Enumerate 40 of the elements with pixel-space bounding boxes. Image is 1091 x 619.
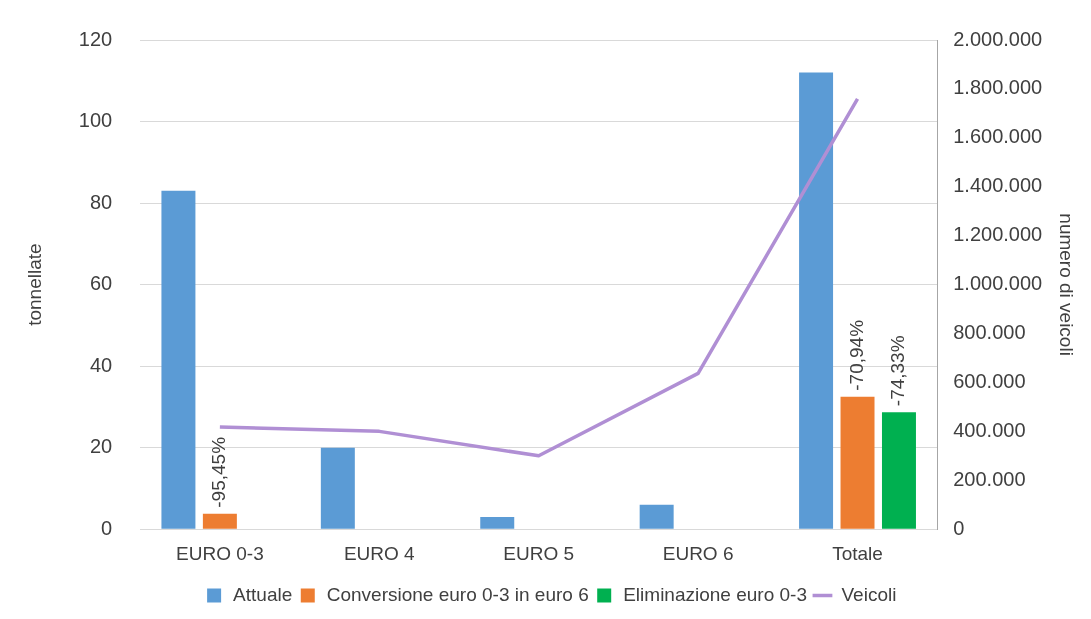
bar bbox=[881, 412, 916, 529]
annotation: -95,45% bbox=[208, 436, 230, 508]
x-tick-label: EURO 4 bbox=[343, 542, 416, 564]
y-tick-label: 40 bbox=[89, 353, 113, 376]
y2-tick-label: 200.000 bbox=[953, 467, 1026, 490]
y-tick-label: 0 bbox=[101, 516, 113, 539]
y2-tick-label: 0 bbox=[953, 516, 965, 539]
y-tick-label: 60 bbox=[89, 272, 113, 295]
y2-tick-label: 1.600.000 bbox=[953, 125, 1043, 148]
legend-label: Conversione euro 0-3 in euro 6 bbox=[326, 583, 589, 605]
y-tick-label: 120 bbox=[78, 27, 113, 50]
x-tick-label: EURO 0-3 bbox=[176, 542, 264, 564]
x-tick-label: EURO 5 bbox=[503, 542, 575, 564]
legend-label: Veicoli bbox=[841, 583, 897, 605]
y2-tick-label: 2.000.000 bbox=[953, 27, 1043, 50]
bar bbox=[161, 190, 196, 529]
y2-tick-label: 400.000 bbox=[953, 418, 1026, 441]
x-tick-label: Totale bbox=[832, 542, 883, 564]
legend-label: Eliminazione euro 0-3 bbox=[623, 583, 807, 605]
y2-tick-label: 600.000 bbox=[953, 369, 1026, 392]
bar bbox=[202, 513, 237, 529]
bar bbox=[320, 447, 355, 529]
annotation: -74,33% bbox=[887, 335, 909, 407]
x-tick-label: EURO 6 bbox=[662, 542, 734, 564]
y-tick-label: 80 bbox=[89, 190, 113, 213]
annotation: -70,94% bbox=[845, 319, 867, 391]
y-tick-label: 100 bbox=[78, 109, 113, 132]
y2-axis-title: numero di veicoli bbox=[1056, 213, 1078, 356]
y2-tick-label: 800.000 bbox=[953, 321, 1026, 344]
y2-tick-label: 1.000.000 bbox=[953, 272, 1043, 295]
y2-tick-label: 1.400.000 bbox=[953, 174, 1043, 197]
bar bbox=[840, 396, 875, 529]
legend-label: Attuale bbox=[233, 583, 293, 605]
y2-tick-label: 1.200.000 bbox=[953, 223, 1043, 246]
y2-tick-label: 1.800.000 bbox=[953, 76, 1043, 99]
bar bbox=[799, 72, 834, 529]
bar bbox=[480, 516, 515, 529]
bar bbox=[639, 504, 674, 529]
y-axis-title: tonnellate bbox=[23, 243, 45, 326]
y-tick-label: 20 bbox=[89, 435, 113, 458]
